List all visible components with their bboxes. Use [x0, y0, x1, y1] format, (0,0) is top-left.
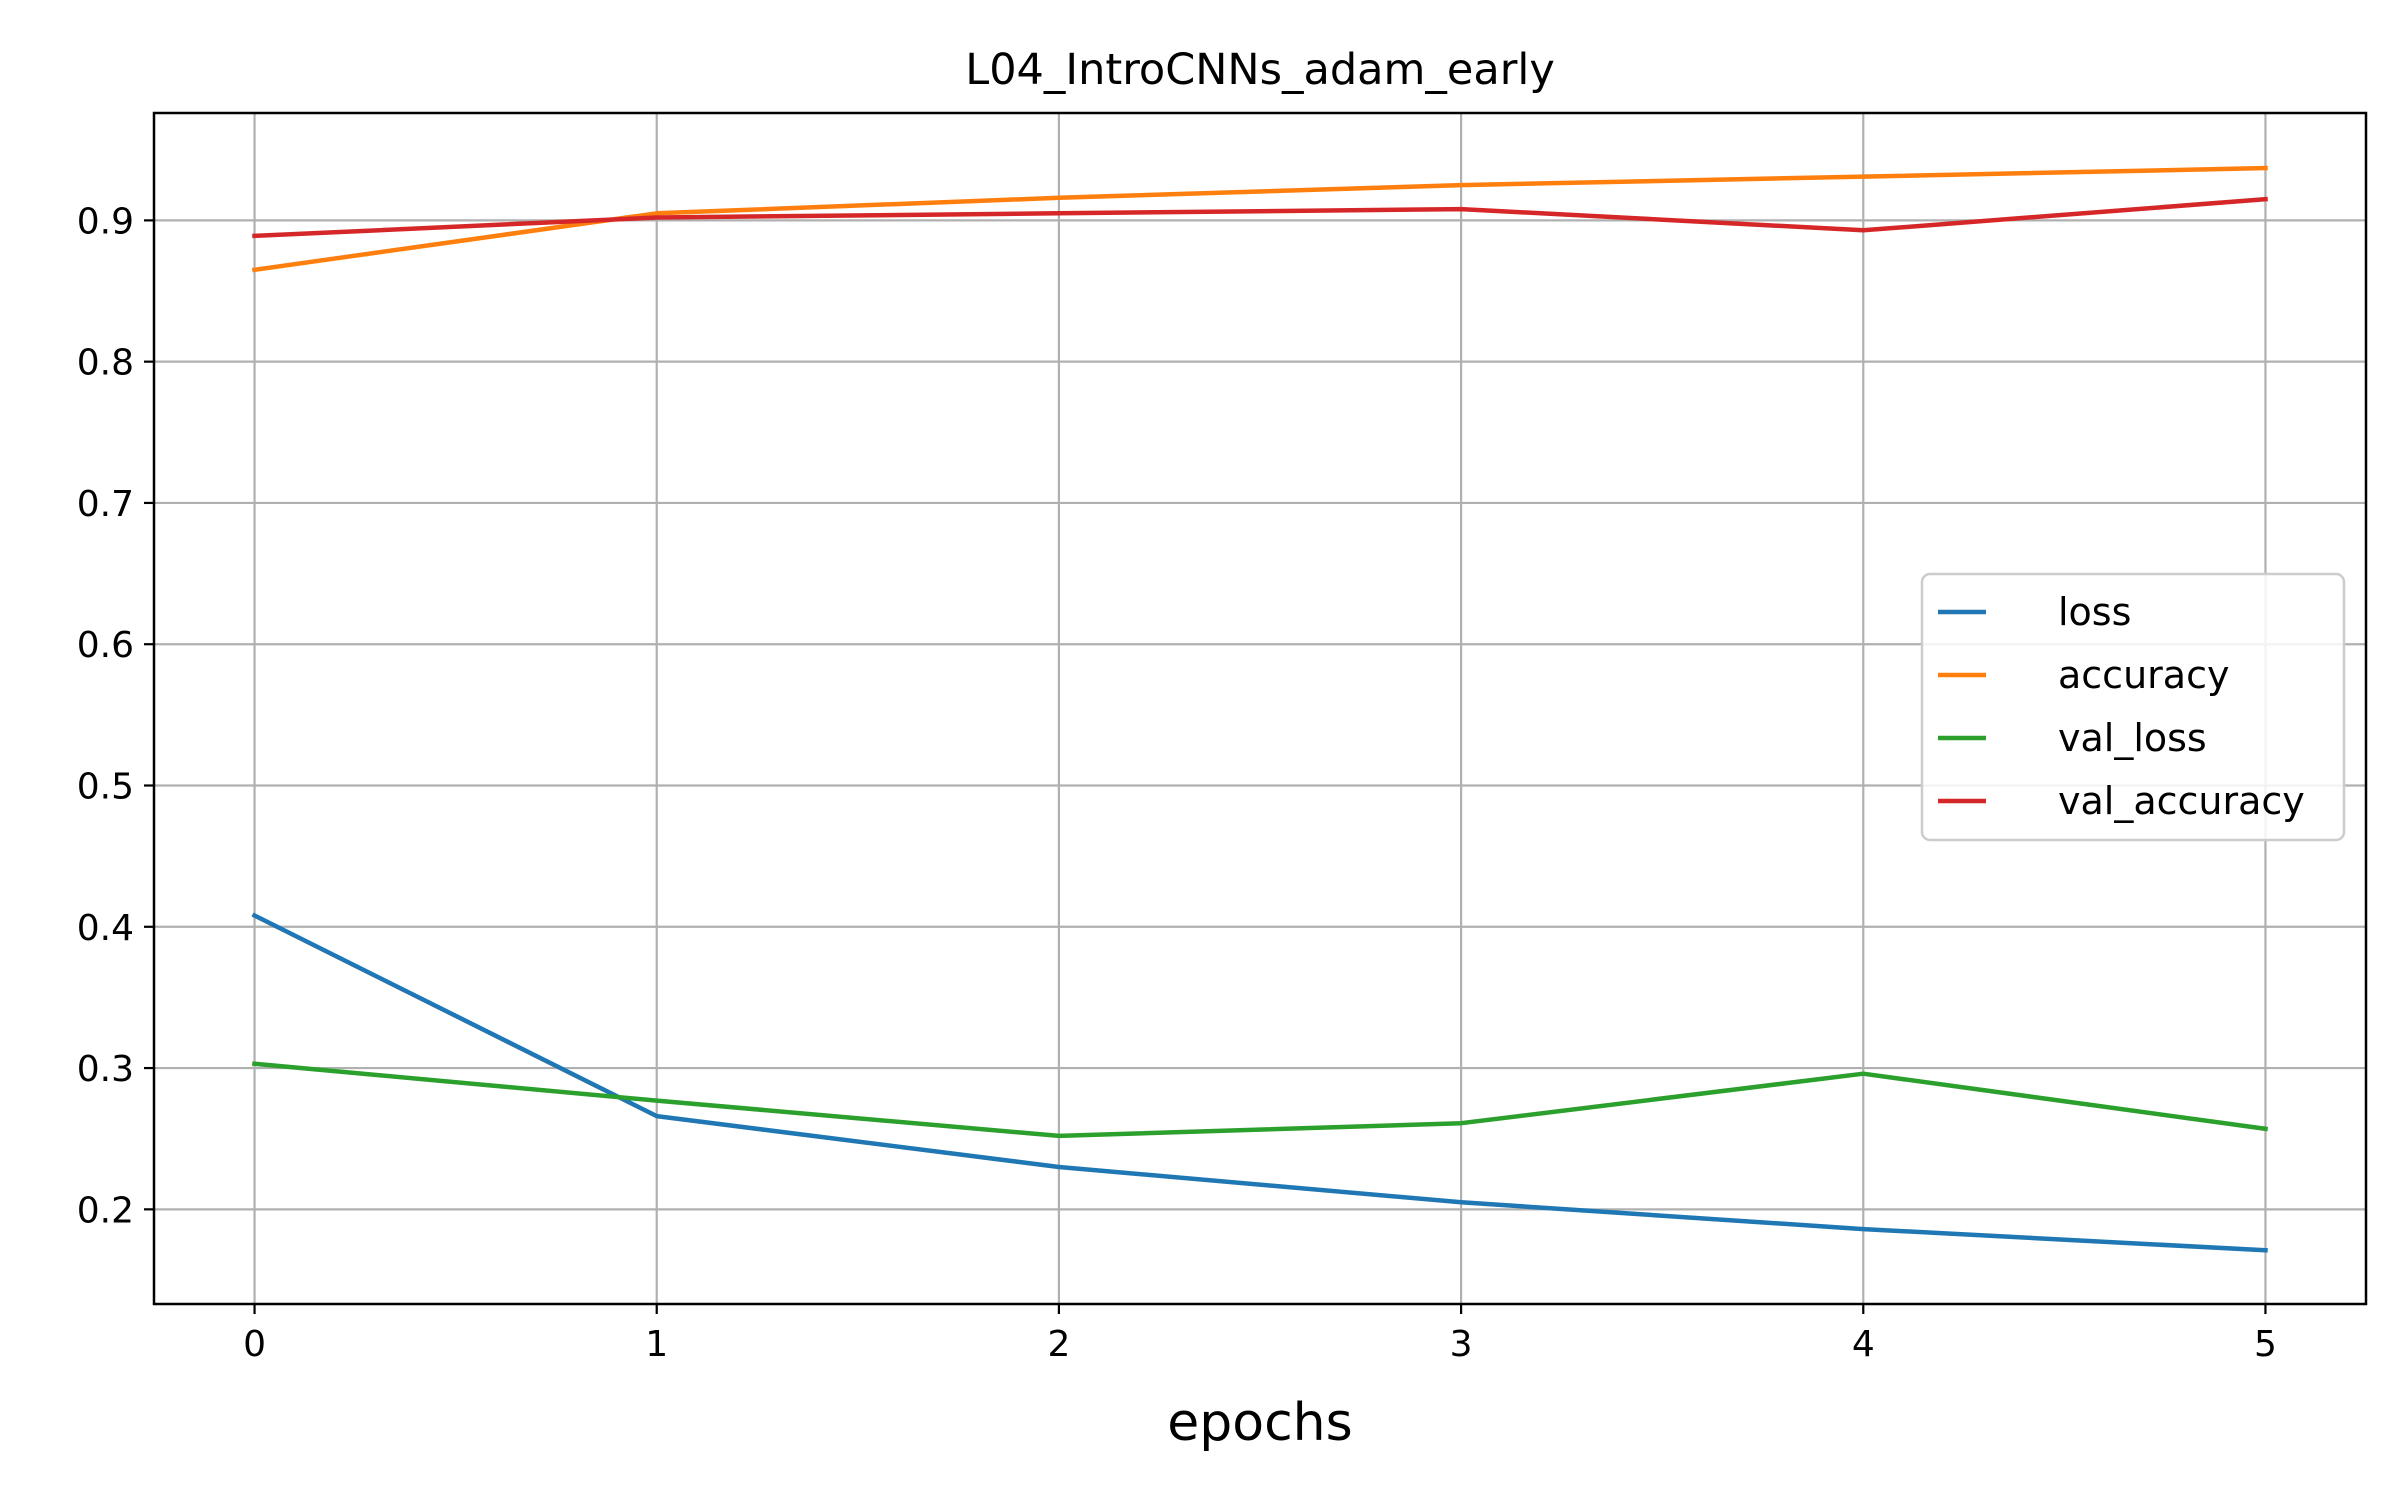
x-tick-label: 2	[1047, 1324, 1070, 1365]
legend-box	[1920, 572, 2346, 842]
y-tick-label: 0.6	[77, 625, 134, 666]
legend-label: accuracy	[2058, 653, 2229, 697]
y-tick-label: 0.5	[77, 766, 134, 807]
x-tick-label: 5	[2254, 1324, 2277, 1365]
legend-label: val_accuracy	[2058, 779, 2305, 823]
y-axis: 0.2 0.3 0.4 0.5 0.6 0.7 0.8 0.9	[77, 201, 154, 1231]
legend-label: val_loss	[2058, 716, 2207, 760]
x-axis: 0 1 2 3 4 5	[243, 1304, 2277, 1365]
series-lines	[251, 165, 2269, 1253]
x-tick-label: 3	[1450, 1324, 1473, 1365]
y-tick-label: 0.7	[77, 484, 134, 525]
series-line-loss	[251, 912, 2268, 1253]
series-line-val-loss	[252, 1061, 2269, 1139]
y-tick-label: 0.9	[77, 201, 134, 242]
legend: loss accuracy val_loss val_accuracy	[1920, 572, 2346, 842]
series-line-val-accuracy	[252, 196, 2268, 239]
y-tick-label: 0.4	[77, 908, 134, 949]
legend-label: loss	[2058, 590, 2131, 634]
x-tick-label: 4	[1852, 1324, 1875, 1365]
y-tick-label: 0.8	[77, 343, 134, 384]
y-tick-label: 0.2	[77, 1190, 134, 1231]
x-axis-label: epochs	[1167, 1393, 1352, 1453]
y-tick-label: 0.3	[77, 1049, 134, 1090]
x-tick-label: 0	[243, 1324, 266, 1365]
chart-title: L04_IntroCNNs_adam_early	[965, 45, 1555, 95]
plot-frame	[152, 111, 2368, 1306]
legend-entries: loss accuracy val_loss val_accuracy	[1938, 590, 2305, 823]
x-tick-label: 1	[645, 1324, 668, 1365]
